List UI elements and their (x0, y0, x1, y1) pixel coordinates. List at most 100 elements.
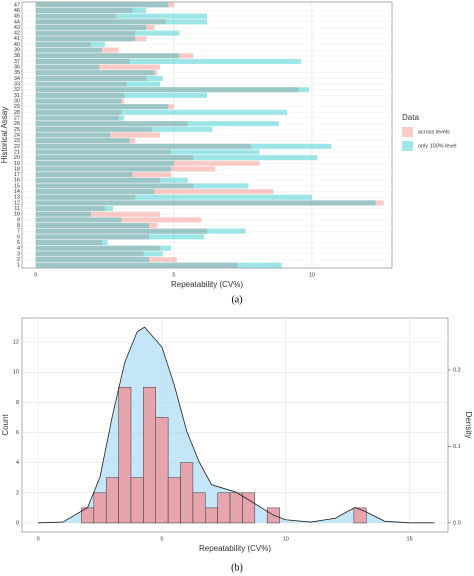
y-tick-label: 37 (14, 59, 20, 65)
y-tick-label: 26 (14, 121, 20, 127)
y-tick-label: 31 (14, 93, 20, 99)
bar (35, 24, 147, 31)
y-tick-label: 45 (14, 14, 20, 20)
y-tick-label: 20 (14, 155, 20, 161)
legend-label: across levels (418, 129, 450, 135)
bar (35, 200, 376, 206)
bar (35, 64, 161, 70)
bar (35, 189, 274, 195)
y-tick-label: 16 (14, 178, 20, 184)
y-tick-label: 6 (17, 234, 20, 240)
bar (35, 132, 111, 138)
histogram-bar (155, 417, 169, 524)
x-axis-title: Repeatability (CV%) (199, 544, 271, 553)
y-tick-label: 46 (14, 8, 20, 14)
bar (35, 183, 249, 189)
bar (35, 143, 252, 149)
bar (35, 211, 92, 217)
bar (35, 126, 152, 132)
histogram-bar (118, 387, 132, 524)
y-tick-label: 12 (14, 200, 20, 206)
y-tick-label: 24 (14, 132, 20, 138)
bar (35, 200, 384, 206)
y-tick-label: 7 (17, 229, 20, 235)
y-tick-label: 10 (13, 370, 19, 376)
y-tick-label: 28 (14, 110, 20, 116)
y-tick-label: 4 (17, 246, 20, 252)
y-tick-label: 34 (14, 76, 20, 82)
bar (35, 155, 318, 161)
histogram-bar (143, 387, 156, 524)
y2-tick-label: 0.0 (453, 520, 461, 526)
histogram-bar (353, 507, 367, 524)
legend-swatch (402, 127, 413, 137)
bar (35, 149, 172, 155)
y-tick-label: 5 (17, 240, 20, 246)
bar (35, 143, 332, 149)
bar (35, 87, 299, 93)
bar (35, 87, 310, 93)
bar (35, 7, 147, 14)
bar (35, 104, 169, 110)
bar (35, 30, 180, 36)
bar (35, 115, 125, 121)
bar (35, 194, 136, 200)
bar (35, 239, 103, 246)
histogram-bar (130, 477, 144, 524)
x-tick-label: 15 (407, 536, 413, 542)
bar (35, 19, 207, 25)
y-tick-label: 8 (16, 400, 19, 406)
bar (35, 7, 133, 14)
bar (35, 234, 205, 240)
bar (35, 109, 122, 115)
legend-swatch (402, 141, 413, 151)
bar (35, 251, 163, 257)
y2-axis-title: Density (464, 412, 473, 439)
y-tick-label: 29 (14, 104, 20, 110)
bar (35, 166, 216, 172)
x-axis-title: Repeatability (CV%) (171, 280, 243, 289)
y-axis-title: Count (1, 414, 10, 436)
histogram-bar (242, 492, 256, 524)
y-tick-label: 23 (14, 138, 20, 144)
bar (35, 177, 188, 183)
bar (35, 121, 279, 127)
y-tick-label: 44 (14, 19, 20, 25)
bar (35, 239, 108, 246)
y-tick-label: 27 (14, 115, 20, 121)
x-tick-label: 5 (172, 272, 175, 278)
bar (35, 92, 125, 98)
histogram-bar (217, 492, 231, 524)
y-tick-label: 19 (14, 161, 20, 167)
y-tick-label: 15 (14, 183, 20, 189)
bar (35, 13, 116, 19)
y-tick-label: 2 (16, 490, 19, 496)
bar (35, 217, 202, 223)
bar (35, 58, 130, 64)
bar (35, 53, 194, 59)
bar (35, 172, 172, 178)
bar (35, 194, 312, 200)
bar (35, 121, 188, 127)
y-tick-label: 8 (17, 223, 20, 229)
y-tick-label: 10 (14, 212, 20, 218)
y-tick-label: 4 (16, 460, 19, 466)
bar (35, 47, 103, 53)
bar (35, 41, 105, 47)
bar (35, 160, 260, 166)
bar (35, 53, 180, 59)
bar (35, 217, 122, 223)
histogram-bar (192, 492, 206, 524)
bar (35, 115, 119, 121)
y-tick-label: 47 (14, 2, 20, 8)
bar (35, 126, 213, 132)
y-tick-label: 35 (14, 70, 20, 76)
x-tick-label: 0 (34, 272, 37, 278)
bar (35, 138, 136, 144)
histogram-bar (105, 477, 119, 524)
y2-tick-label: 0.2 (453, 367, 461, 373)
bar (35, 104, 174, 110)
bar (35, 256, 177, 263)
bar (35, 183, 194, 189)
y-axis-title: Historical Assay (0, 107, 9, 163)
